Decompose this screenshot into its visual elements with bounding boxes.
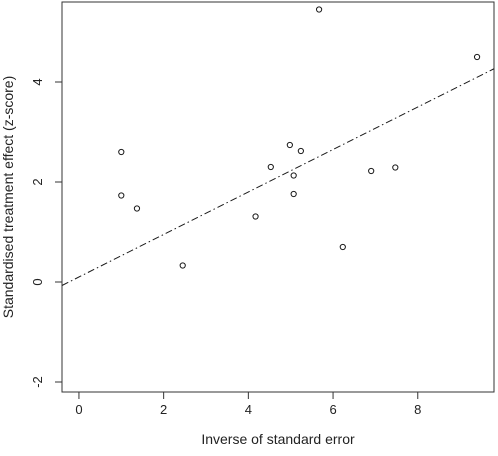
y-tick-label: 0 [30,278,45,285]
y-axis: -2 0 2 4 [30,78,62,388]
data-point [252,213,259,220]
x-tick-label: 0 [75,402,82,417]
data-point [339,243,346,251]
y-tick-label: 2 [30,178,45,185]
x-tick-label: 4 [245,402,252,417]
data-points [118,6,481,269]
x-axis-label: Inverse of standard error [201,431,355,447]
data-point [315,6,323,13]
data-point [290,190,297,198]
x-tick-label: 8 [414,402,421,417]
data-point [118,148,125,156]
data-point [473,53,481,61]
data-point [290,172,297,179]
plot-frame [61,1,495,393]
data-point [297,147,304,155]
data-point [368,167,375,175]
data-point [392,164,399,171]
y-tick-label: 4 [30,78,45,85]
data-point [286,141,293,149]
data-point [118,192,125,199]
x-tick-label: 6 [329,402,336,417]
data-point [267,163,274,171]
x-tick-label: 2 [160,402,167,417]
x-axis: 0 2 4 6 8 [75,392,421,417]
regression-line-group [61,68,495,286]
y-tick-label: -2 [30,376,45,388]
y-axis-label: Standardised treatment effect (z-score) [0,76,16,319]
data-point [179,262,186,269]
regression-line [61,68,495,286]
data-point [133,205,141,212]
